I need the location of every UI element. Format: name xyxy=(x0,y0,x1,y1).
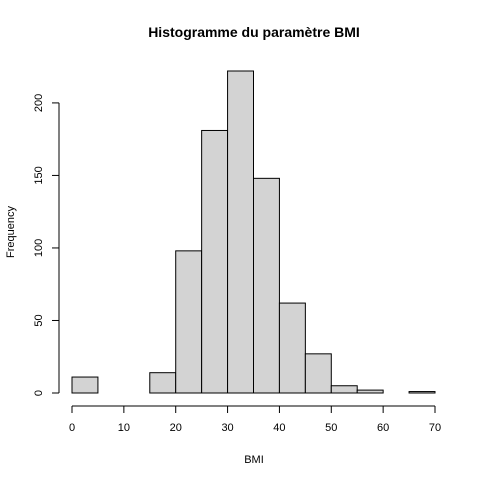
histogram-bar xyxy=(149,372,177,394)
histogram-bar xyxy=(408,391,436,394)
histogram-bar xyxy=(71,376,99,394)
histogram-bar xyxy=(278,302,306,394)
histogram-bar xyxy=(227,70,254,394)
bars-group xyxy=(71,70,436,394)
histogram-bar xyxy=(175,250,203,394)
x-tick-label: 40 xyxy=(273,422,285,434)
x-axis: 0 10 20 30 40 50 60 70 xyxy=(69,405,441,434)
x-tick-label: 30 xyxy=(221,422,233,434)
histogram-bar xyxy=(201,129,229,394)
y-tick-label: 0 xyxy=(33,390,45,396)
x-tick-label: 10 xyxy=(118,422,130,434)
x-tick-label: 20 xyxy=(170,422,182,434)
x-tick-label: 60 xyxy=(377,422,389,434)
x-tick-label: 0 xyxy=(69,422,75,434)
y-tick-label: 200 xyxy=(33,94,45,112)
y-axis-label: Frequency xyxy=(5,206,17,258)
x-tick-label: 70 xyxy=(429,422,441,434)
histogram-bar xyxy=(253,177,280,394)
x-tick-label: 50 xyxy=(325,422,337,434)
y-tick-label: 50 xyxy=(33,314,45,326)
histogram-bar xyxy=(330,385,358,394)
y-tick-label: 100 xyxy=(33,239,45,257)
x-axis-label: BMI xyxy=(244,454,264,466)
chart-title: Histogramme du paramètre BMI xyxy=(148,24,360,40)
y-tick-label: 150 xyxy=(33,166,45,184)
y-axis: 0 50 100 150 200 xyxy=(33,94,60,396)
histogram-bar xyxy=(356,389,384,394)
histogram-bar xyxy=(304,353,332,394)
